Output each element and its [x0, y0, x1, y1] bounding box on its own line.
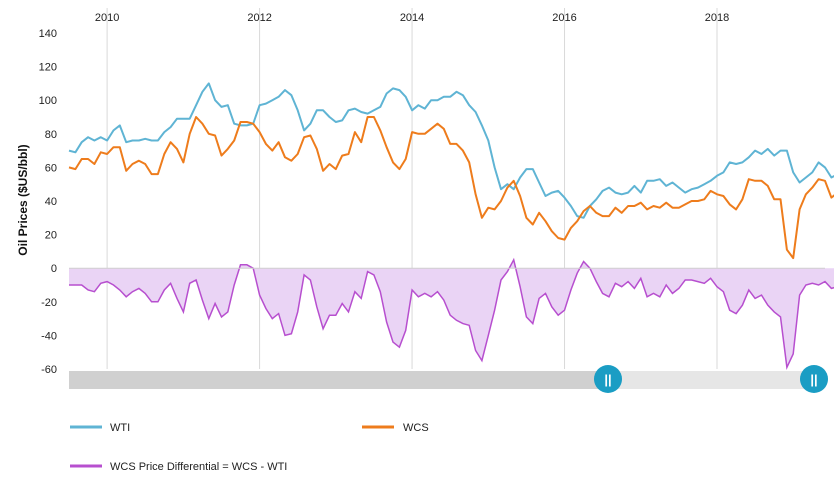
- y-tick-label: 0: [51, 263, 57, 275]
- navigator-unselected-range: [69, 371, 607, 389]
- y-tick-label: -40: [41, 330, 57, 342]
- x-tick-label: 2014: [400, 12, 424, 24]
- y-axis-title: Oil Prices ($US/bbl): [16, 144, 30, 255]
- x-tick-label: 2010: [95, 12, 119, 24]
- legend-item-wcs[interactable]: WCS: [362, 422, 429, 434]
- y-tick-label: 100: [39, 95, 57, 107]
- range-navigator[interactable]: || ||: [69, 365, 828, 393]
- legend-item-differential[interactable]: WCS Price Differential = WCS - WTI: [70, 461, 287, 473]
- y-tick-label: 60: [45, 162, 57, 174]
- y-tick-label: 140: [39, 28, 57, 40]
- grip-icon: ||: [604, 372, 611, 387]
- legend-label-differential: WCS Price Differential = WCS - WTI: [110, 461, 287, 473]
- y-tick-label: 40: [45, 196, 57, 208]
- series-wti-line: [68, 82, 834, 219]
- year-gridlines: [106, 8, 718, 369]
- series-wcs-line: [68, 116, 834, 260]
- navigator-left-handle-knob[interactable]: [594, 365, 622, 393]
- x-tick-label: 2012: [247, 12, 271, 24]
- x-tick-label: 2016: [552, 12, 576, 24]
- legend-label-wcs: WCS: [403, 422, 429, 434]
- navigator-right-handle[interactable]: ||: [800, 365, 828, 393]
- legend-item-wti[interactable]: WTI: [70, 422, 130, 434]
- y-tick-label: 20: [45, 230, 57, 242]
- y-tick-label: 120: [39, 62, 57, 74]
- y-axis-ticks: 140 120 100 80 60 40 20 0 -20 -40 -60: [39, 28, 57, 376]
- y-tick-label: 80: [45, 129, 57, 141]
- y-tick-label: -20: [41, 297, 57, 309]
- differential-area-plot: [69, 257, 834, 370]
- navigator-right-handle-knob[interactable]: [800, 365, 828, 393]
- x-axis-ticks: 2010 2012 2014 2016 2018: [95, 12, 729, 24]
- price-lines-plot: [68, 82, 834, 260]
- series-differential-area: [69, 259, 834, 368]
- series-differential-line: [69, 257, 834, 370]
- navigator-left-handle[interactable]: ||: [594, 365, 622, 393]
- x-tick-label: 2018: [705, 12, 729, 24]
- legend-label-wti: WTI: [110, 422, 130, 434]
- legend: WTI WCS WCS Price Differential = WCS - W…: [70, 422, 429, 473]
- y-tick-label: -60: [41, 364, 57, 376]
- grip-icon: ||: [810, 372, 817, 387]
